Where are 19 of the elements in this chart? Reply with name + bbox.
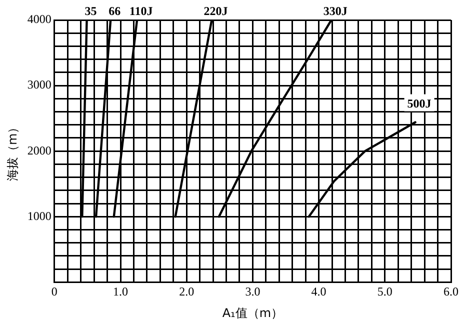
- series-label: 220J: [204, 4, 228, 18]
- x-tick-label: 3.0: [245, 284, 260, 299]
- series-label: 66: [108, 4, 121, 18]
- y-tick-label: 1000: [27, 208, 52, 223]
- y-axis-title: 海拔（m）: [5, 121, 20, 181]
- x-tick-label: 6.0: [444, 284, 458, 299]
- x-tick-label: 1.0: [113, 284, 128, 299]
- x-axis-title: A₁值（m）: [222, 306, 284, 320]
- series-label: 110J: [129, 4, 153, 18]
- series-label: 35: [84, 4, 97, 18]
- x-tick-label: 4.0: [311, 284, 326, 299]
- x-tick-label: 0: [51, 284, 58, 299]
- x-tick-label: 2.0: [179, 284, 194, 299]
- series-label: 330J: [323, 4, 348, 18]
- y-tick-label: 2000: [27, 143, 52, 158]
- y-tick-label: 4000: [27, 12, 52, 26]
- series-label: 500J: [407, 96, 432, 110]
- x-tick-label: 5.0: [377, 284, 392, 299]
- y-tick-label: 3000: [27, 78, 52, 92]
